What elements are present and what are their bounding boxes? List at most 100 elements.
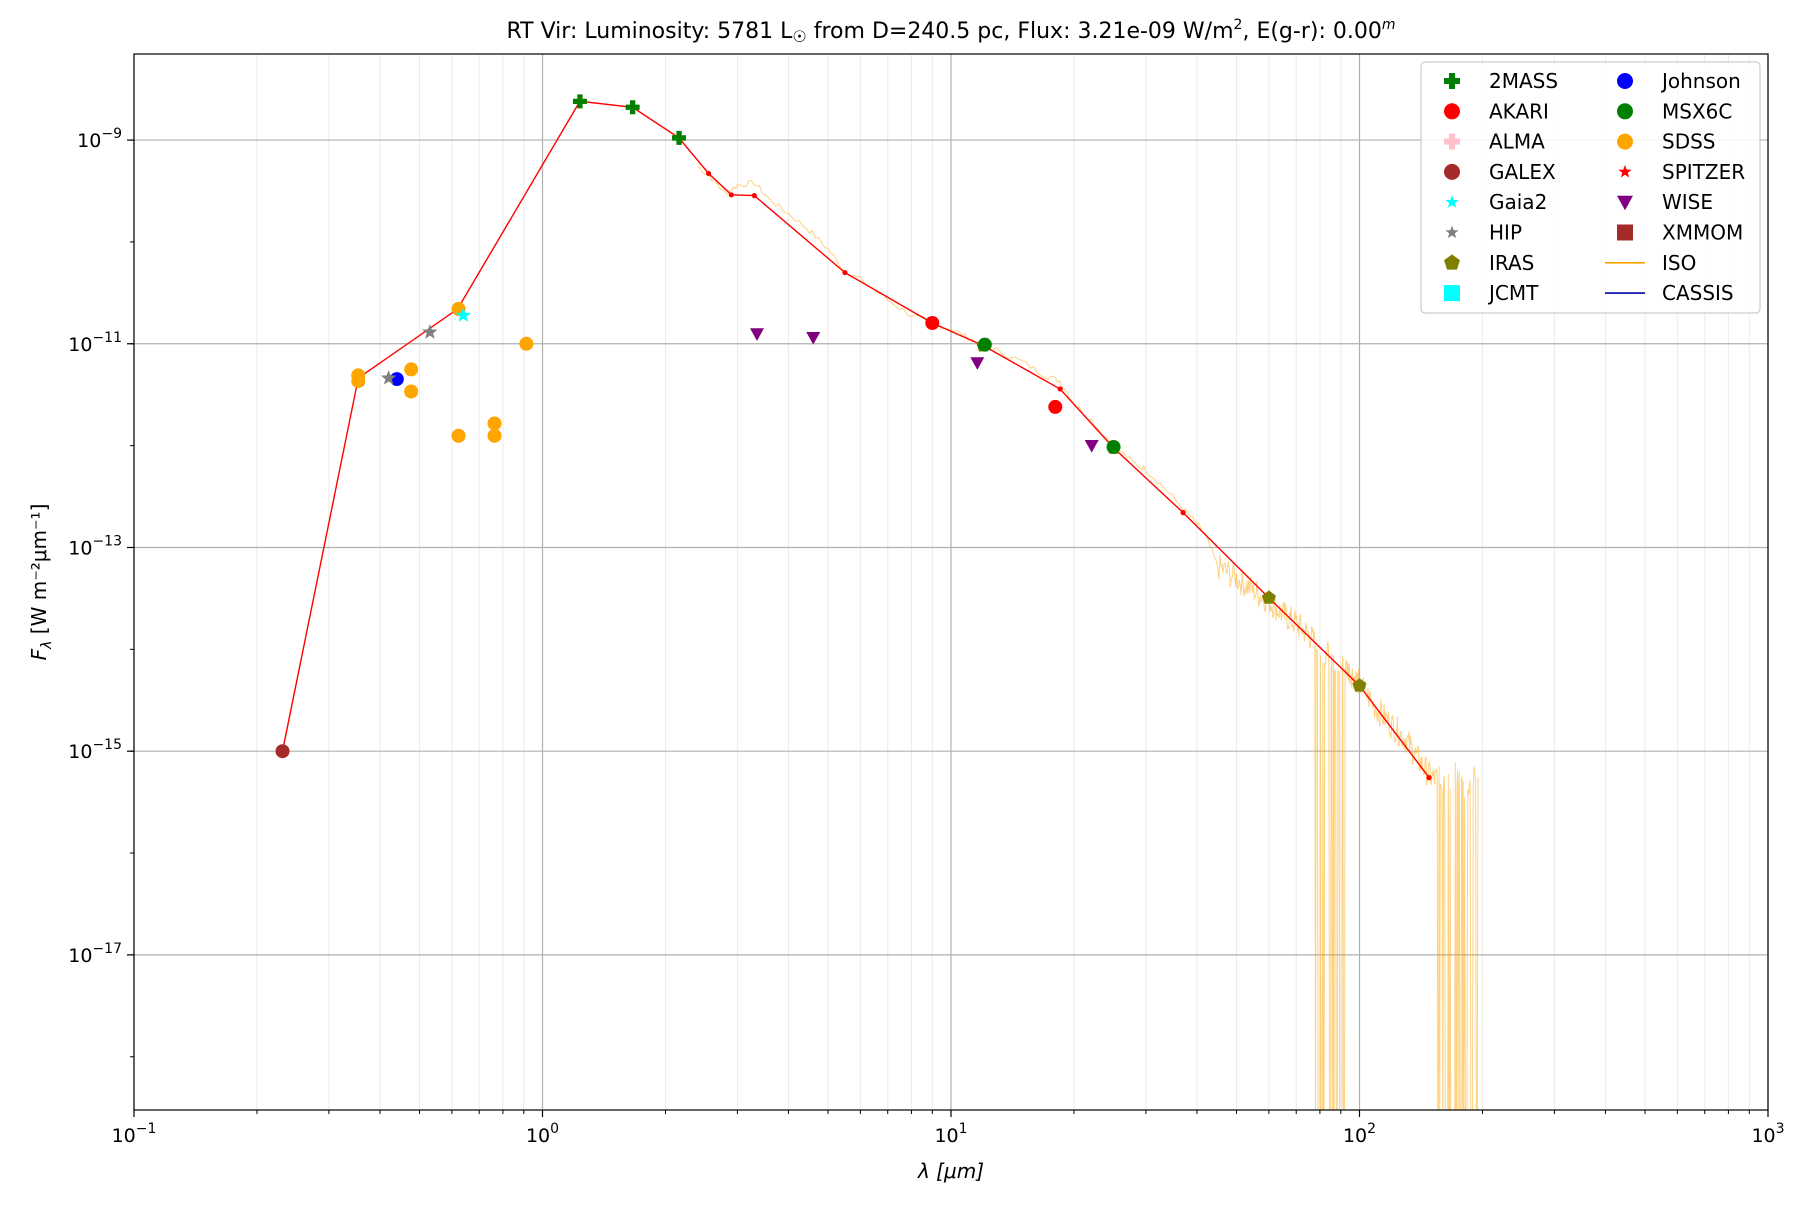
- model-point: [751, 193, 757, 199]
- y-tick-label: 10−9: [77, 126, 122, 152]
- marker-wise: [749, 328, 764, 341]
- y-tick-label: 10−15: [68, 737, 122, 763]
- marker-2mass: [672, 130, 687, 145]
- chart-title: RT Vir: Luminosity: 5781 L☉ from D=240.5…: [507, 17, 1396, 46]
- y-tick-label-base: 10: [68, 945, 92, 967]
- y-tick-label-exponent: −9: [101, 126, 122, 142]
- marker-sdss: [404, 384, 419, 399]
- legend-marker-hip: [1445, 225, 1459, 239]
- marker-2mass: [572, 94, 587, 109]
- legend-label-gaia2: Gaia2: [1489, 190, 1547, 214]
- model-point: [1057, 386, 1063, 392]
- legend-marker-sdss: [1617, 133, 1633, 150]
- x-tick-label: 103: [1751, 1121, 1784, 1147]
- legend-label-iso: ISO: [1662, 251, 1696, 275]
- title-distance: from D=240.5 pc,: [814, 19, 1011, 44]
- legend-label-spitzer: SPITZER: [1662, 160, 1745, 184]
- legend-label-hip: HIP: [1489, 221, 1522, 245]
- y-axis-label: Fλ [W m⁻²μm⁻¹]: [27, 504, 55, 661]
- legend-label-iras: IRAS: [1489, 251, 1534, 275]
- y-tick-label-base: 10: [68, 334, 92, 356]
- legend-marker-spitzer: [1618, 165, 1632, 178]
- x-tick-label: 102: [1343, 1121, 1376, 1147]
- iso-spectrum-line: [697, 166, 1479, 1110]
- legend-marker-jcmt: [1444, 285, 1460, 302]
- title-extinction: , E(g-r): 0.00: [1242, 19, 1381, 44]
- marker-hip: [422, 324, 438, 339]
- legend-marker-alma: [1444, 133, 1460, 150]
- model-point: [705, 170, 712, 177]
- x-axis-label: λ [μm]: [917, 1159, 984, 1183]
- marker-akari: [925, 315, 940, 330]
- model-point: [842, 269, 848, 276]
- y-tick-label: 10−11: [68, 330, 122, 356]
- y-tick-label: 10−13: [68, 533, 122, 559]
- marker-iras: [1261, 590, 1276, 604]
- model-line: [281, 100, 1430, 779]
- title-star: RT Vir:: [507, 19, 578, 44]
- legend-marker-xmmom: [1617, 224, 1633, 241]
- marker-msx6c: [977, 337, 992, 352]
- title-flux: Flux: 3.21e-09 W/m: [1017, 19, 1233, 44]
- legend-label-alma: ALMA: [1489, 130, 1545, 154]
- marker-wise: [1084, 440, 1099, 453]
- marker-sdss: [451, 428, 466, 443]
- marker-iras: [1352, 678, 1367, 692]
- x-tick-label-exponent: 1: [959, 1121, 968, 1137]
- x-tick-label-base: 10: [1343, 1125, 1367, 1147]
- x-tick-label: 101: [934, 1121, 967, 1147]
- legend: 2MASS AKARI ALMA GALEX Gaia2 HIP IRAS JCMT Johns…: [1420, 61, 1761, 314]
- y-tick-label-exponent: −15: [92, 737, 122, 753]
- legend-marker-akari: [1444, 103, 1460, 120]
- y-tick-label-exponent: −13: [92, 533, 122, 549]
- minor-grid: [256, 54, 1750, 1110]
- marker-sdss: [487, 416, 502, 431]
- y-tick-label-exponent: −11: [92, 330, 122, 346]
- marker-sdss: [351, 374, 366, 389]
- y-tick-label-base: 10: [68, 741, 92, 763]
- marker-sdss: [519, 336, 534, 351]
- x-tick-label-exponent: −1: [136, 1121, 157, 1137]
- x-tick-label-exponent: 0: [550, 1121, 559, 1137]
- legend-marker-galex: [1444, 163, 1460, 180]
- legend-label-akari: AKARI: [1489, 99, 1549, 123]
- x-tick-label-base: 10: [526, 1125, 550, 1147]
- marker-2mass: [625, 100, 640, 115]
- legend-label-msx6c: MSX6C: [1662, 99, 1732, 123]
- y-tick-label-exponent: −17: [92, 941, 122, 957]
- y-axis-label-units: [W m⁻²μm⁻¹]: [27, 504, 51, 635]
- x-tick-label: 100: [526, 1121, 559, 1147]
- marker-wise: [806, 331, 821, 345]
- marker-johnson: [389, 372, 404, 387]
- y-tick-label-base: 10: [77, 130, 101, 152]
- x-tick-label-exponent: 2: [1367, 1121, 1376, 1137]
- legend-marker-gaia2: [1445, 195, 1459, 208]
- x-tick-label-base: 10: [112, 1125, 136, 1147]
- marker-sdss: [404, 362, 419, 377]
- marker-akari: [1048, 399, 1063, 414]
- y-axis-label-subscript: λ: [39, 641, 55, 650]
- x-tick-label-base: 10: [934, 1125, 958, 1147]
- observation-markers: [275, 94, 1367, 759]
- legend-marker-msx6c: [1617, 103, 1633, 120]
- legend-label-xmmom: XMMOM: [1662, 221, 1743, 245]
- model-point: [728, 192, 734, 198]
- y-tick-label-base: 10: [68, 537, 92, 559]
- legend-label-johnson: Johnson: [1660, 69, 1741, 93]
- legend-label-wise: WISE: [1662, 190, 1713, 214]
- y-tick-label: 10−17: [68, 941, 122, 967]
- x-tick-label-exponent: 3: [1776, 1121, 1785, 1137]
- marker-wise: [970, 357, 985, 370]
- legend-marker-johnson: [1617, 73, 1633, 89]
- title-luminosity: Luminosity: 5781 L: [584, 19, 793, 44]
- legend-label-sdss: SDSS: [1662, 130, 1716, 154]
- marker-gaia2: [455, 307, 471, 322]
- x-tick-label: 10−1: [112, 1121, 157, 1147]
- legend-marker-iras: [1444, 254, 1460, 270]
- legend-label-cassis: CASSIS: [1662, 281, 1734, 305]
- marker-msx6c: [1106, 439, 1121, 454]
- marker-sdss: [487, 428, 502, 443]
- marker-galex: [275, 744, 290, 759]
